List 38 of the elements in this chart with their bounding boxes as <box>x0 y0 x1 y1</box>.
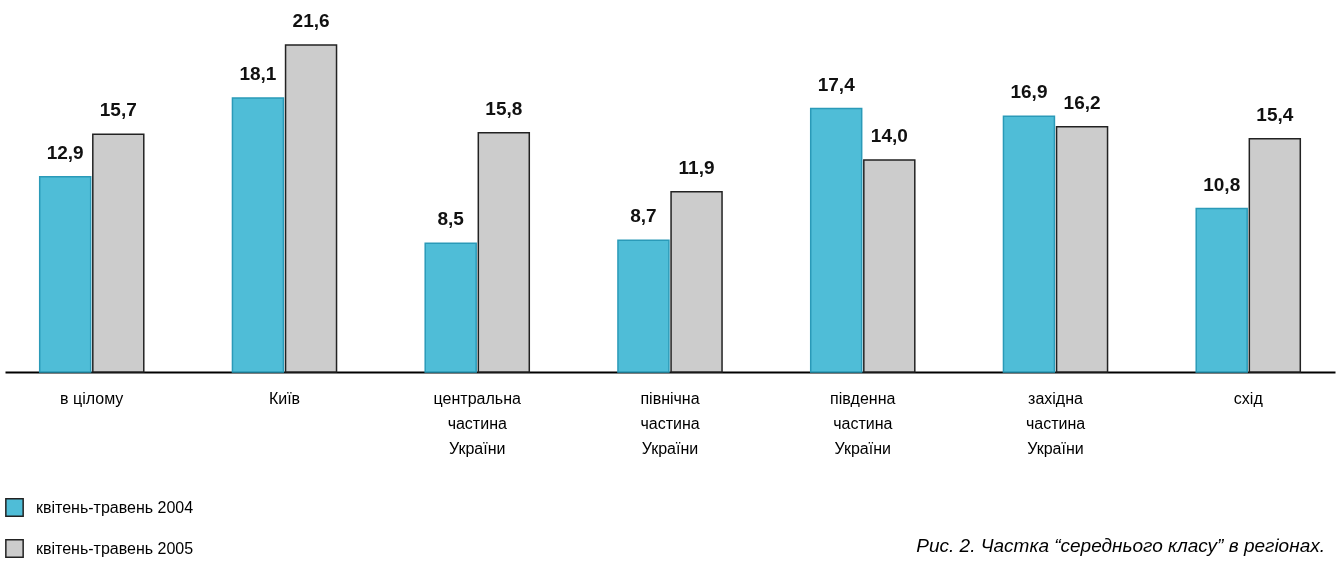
data-label: 12,9 <box>46 141 84 163</box>
bar <box>424 242 477 373</box>
bar <box>231 97 285 373</box>
data-label: 15,8 <box>485 97 523 119</box>
x-tick-label: західна частина України <box>1025 389 1086 457</box>
bar <box>38 175 92 373</box>
bar <box>284 44 338 373</box>
data-label: 8,7 <box>630 205 657 227</box>
data-label: 11,9 <box>678 156 715 178</box>
bar <box>863 159 916 373</box>
text: Рис. 2. Частка “середнього класу” в регіонах. <box>916 535 1325 556</box>
bar <box>1002 115 1056 373</box>
bar <box>670 191 723 373</box>
bar <box>1055 126 1109 373</box>
data-label: 14,0 <box>870 125 908 147</box>
bar <box>617 239 670 373</box>
data-label: 18,1 <box>239 62 277 84</box>
legend-label: квітень-травень 2004 <box>36 498 194 516</box>
bar <box>92 133 145 373</box>
x-tick-label: в цілому <box>60 389 124 407</box>
x-tick-label: схід <box>1233 389 1264 407</box>
data-label: 15,7 <box>99 99 137 121</box>
x-tick-label: центральна частина України <box>433 389 521 457</box>
x-tick-label: південна частина України <box>830 389 896 457</box>
bar <box>809 107 863 373</box>
x-tick-label: Київ <box>268 389 301 407</box>
data-label: 16,2 <box>1063 91 1101 113</box>
data-label: 21,6 <box>292 10 330 31</box>
data-label: 17,4 <box>817 73 856 95</box>
bar <box>1248 138 1302 373</box>
bar <box>477 132 531 373</box>
bar <box>1195 207 1248 373</box>
legend-label: квітень-травень 2005 <box>36 539 194 557</box>
data-label: 10,8 <box>1203 173 1241 195</box>
x-tick-label: північна частина України <box>640 389 700 457</box>
data-label: 8,5 <box>437 208 465 230</box>
data-label: 15,4 <box>1256 103 1294 125</box>
data-label: 16,9 <box>1010 81 1048 103</box>
